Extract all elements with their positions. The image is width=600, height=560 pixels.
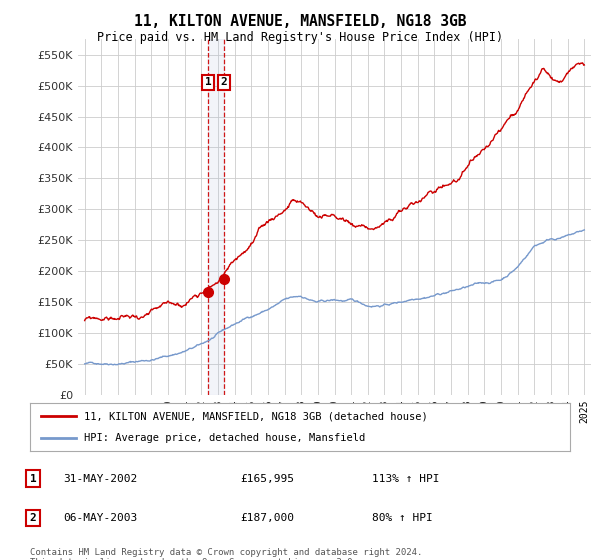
Text: 2: 2 bbox=[29, 513, 37, 523]
Text: 80% ↑ HPI: 80% ↑ HPI bbox=[372, 513, 433, 523]
Text: HPI: Average price, detached house, Mansfield: HPI: Average price, detached house, Mans… bbox=[84, 433, 365, 443]
Text: Price paid vs. HM Land Registry's House Price Index (HPI): Price paid vs. HM Land Registry's House … bbox=[97, 31, 503, 44]
Text: 06-MAY-2003: 06-MAY-2003 bbox=[63, 513, 137, 523]
Text: Contains HM Land Registry data © Crown copyright and database right 2024.
This d: Contains HM Land Registry data © Crown c… bbox=[30, 548, 422, 560]
Text: 11, KILTON AVENUE, MANSFIELD, NG18 3GB (detached house): 11, KILTON AVENUE, MANSFIELD, NG18 3GB (… bbox=[84, 411, 428, 421]
Text: 31-MAY-2002: 31-MAY-2002 bbox=[63, 474, 137, 484]
Text: 2: 2 bbox=[220, 77, 227, 87]
Bar bbox=[208, 39, 224, 395]
Text: £187,000: £187,000 bbox=[240, 513, 294, 523]
Text: 113% ↑ HPI: 113% ↑ HPI bbox=[372, 474, 439, 484]
Text: 11, KILTON AVENUE, MANSFIELD, NG18 3GB: 11, KILTON AVENUE, MANSFIELD, NG18 3GB bbox=[134, 14, 466, 29]
Text: 1: 1 bbox=[29, 474, 37, 484]
Text: 1: 1 bbox=[205, 77, 212, 87]
Text: £165,995: £165,995 bbox=[240, 474, 294, 484]
